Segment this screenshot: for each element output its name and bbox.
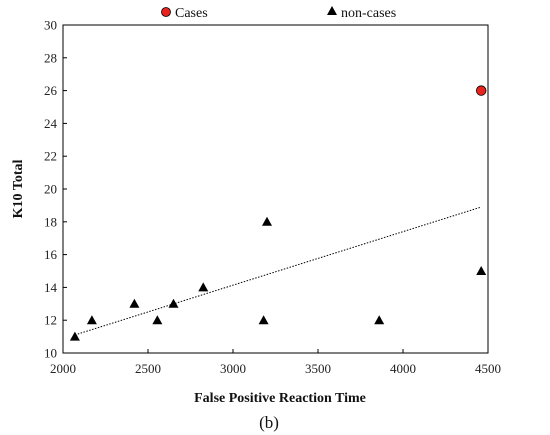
y-tick-label: 12 <box>44 313 57 328</box>
legend-cases-label: Cases <box>175 6 208 21</box>
y-tick-label: 16 <box>44 247 58 262</box>
case-point <box>476 85 487 96</box>
y-tick-label: 28 <box>44 50 57 65</box>
x-axis: 2000 2500 3000 3500 4000 4500 <box>50 349 501 376</box>
x-axis-title: False Positive Reaction Time <box>194 391 366 406</box>
non-case-point <box>168 298 179 308</box>
y-tick-label: 30 <box>44 18 57 33</box>
legend-cases-marker <box>161 7 171 17</box>
non-case-point <box>198 282 209 292</box>
x-tick-label: 2000 <box>50 361 76 376</box>
x-tick-label: 3500 <box>305 361 331 376</box>
x-tick-label: 4500 <box>475 361 501 376</box>
x-tick-label: 2500 <box>135 361 161 376</box>
y-tick-label: 22 <box>44 149 57 164</box>
trendline <box>74 206 482 336</box>
non-case-point <box>129 298 140 308</box>
legend-non-cases-marker <box>327 6 337 15</box>
non-case-point <box>374 315 385 325</box>
legend-non-cases-label: non-cases <box>341 6 396 21</box>
legend: Cases non-cases <box>161 6 396 21</box>
y-tick-label: 14 <box>44 280 58 295</box>
y-tick-label: 18 <box>44 214 57 229</box>
non-case-point <box>262 216 272 226</box>
non-case-point <box>258 315 269 325</box>
panel-label: (b) <box>259 413 279 432</box>
non-case-point <box>152 315 163 325</box>
non-case-point <box>86 315 97 325</box>
y-tick-label: 10 <box>44 346 57 361</box>
y-tick-label: 26 <box>44 83 58 98</box>
y-axis-title: K10 Total <box>11 160 26 219</box>
y-axis: 10 12 14 16 18 20 22 24 26 28 30 <box>44 18 67 361</box>
data-points <box>69 85 487 341</box>
plot-area <box>62 24 489 354</box>
non-case-point <box>476 266 487 275</box>
y-tick-label: 20 <box>44 182 57 197</box>
x-tick-label: 4000 <box>390 361 416 376</box>
x-tick-label: 3000 <box>220 361 246 376</box>
y-tick-label: 24 <box>44 116 58 131</box>
non-case-point <box>69 331 80 341</box>
